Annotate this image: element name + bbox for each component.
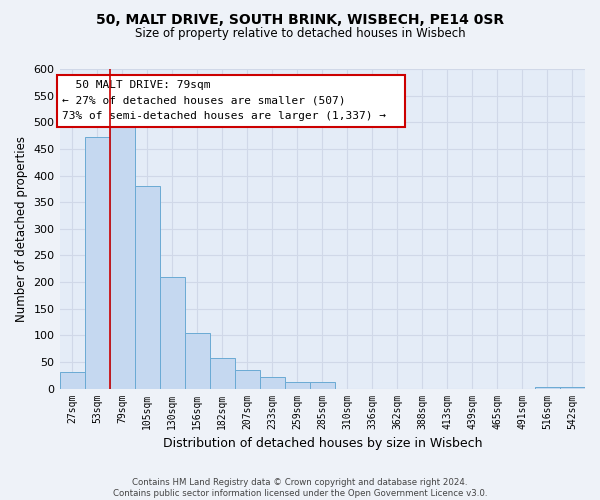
Y-axis label: Number of detached properties: Number of detached properties xyxy=(15,136,28,322)
Text: 50, MALT DRIVE, SOUTH BRINK, WISBECH, PE14 0SR: 50, MALT DRIVE, SOUTH BRINK, WISBECH, PE… xyxy=(96,12,504,26)
Bar xyxy=(134,186,160,388)
Bar xyxy=(310,382,335,388)
Bar xyxy=(160,276,185,388)
Text: Contains HM Land Registry data © Crown copyright and database right 2024.
Contai: Contains HM Land Registry data © Crown c… xyxy=(113,478,487,498)
Text: 50 MALT DRIVE: 79sqm
← 27% of detached houses are smaller (507)
73% of semi-deta: 50 MALT DRIVE: 79sqm ← 27% of detached h… xyxy=(62,80,400,122)
X-axis label: Distribution of detached houses by size in Wisbech: Distribution of detached houses by size … xyxy=(163,437,482,450)
Bar xyxy=(110,122,134,388)
Bar xyxy=(285,382,310,388)
Bar xyxy=(235,370,260,388)
Text: Size of property relative to detached houses in Wisbech: Size of property relative to detached ho… xyxy=(134,28,466,40)
Bar xyxy=(185,332,209,388)
Bar xyxy=(59,372,85,388)
Bar xyxy=(260,378,285,388)
Bar xyxy=(535,387,560,388)
Bar xyxy=(85,136,110,388)
Bar xyxy=(209,358,235,388)
